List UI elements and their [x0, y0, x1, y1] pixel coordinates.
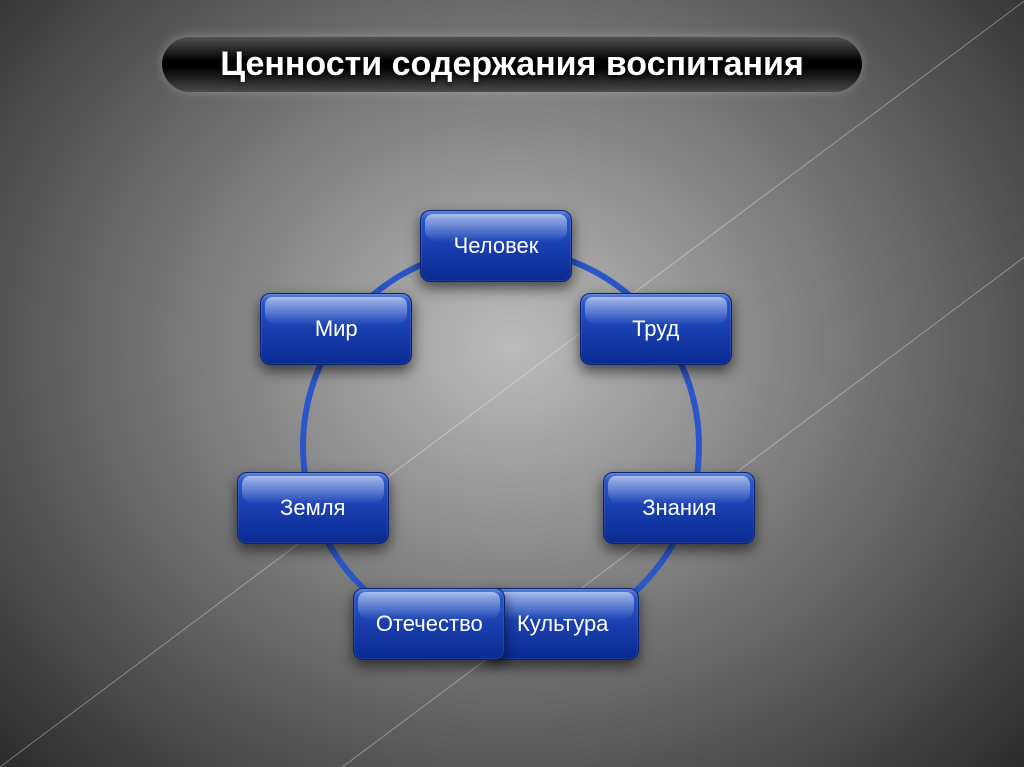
- cycle-node-homeland: Отечество: [353, 588, 505, 660]
- cycle-node-culture: Культура: [487, 588, 639, 660]
- cycle-node-knowledge: Знания: [603, 472, 755, 544]
- cycle-node-world: Мир: [260, 293, 412, 365]
- slide-title: Ценности содержания воспитания: [220, 45, 804, 84]
- cycle-node-label: Человек: [454, 233, 539, 259]
- cycle-node-label: Земля: [280, 495, 345, 521]
- slide-stage: Ценности содержания воспитания Человек Тр…: [0, 0, 1024, 767]
- cycle-node-label: Мир: [315, 316, 358, 342]
- cycle-node-earth: Земля: [237, 472, 389, 544]
- title-pill: Ценности содержания воспитания: [162, 36, 862, 92]
- cycle-node-labor: Труд: [580, 293, 732, 365]
- cycle-node-human: Человек: [420, 210, 572, 282]
- cycle-node-label: Труд: [632, 316, 679, 342]
- cycle-node-label: Отечество: [376, 611, 483, 637]
- cycle-node-label: Знания: [642, 495, 716, 521]
- cycle-node-label: Культура: [517, 611, 608, 637]
